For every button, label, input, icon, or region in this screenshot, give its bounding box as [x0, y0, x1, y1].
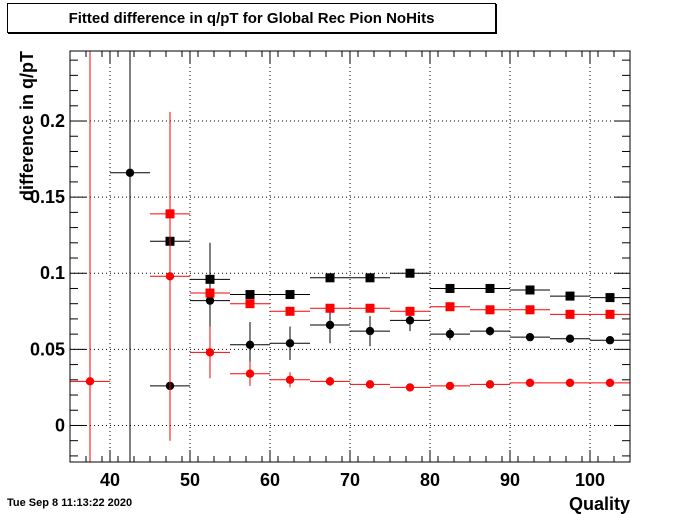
series-3 — [150, 209, 630, 319]
x-tick-label: 70 — [340, 470, 360, 490]
data-point-square — [565, 309, 575, 319]
x-tick-label: 100 — [575, 470, 605, 490]
data-point-square — [485, 283, 495, 293]
data-point-square — [325, 273, 335, 283]
data-point-circle — [325, 377, 335, 386]
data-point-square — [405, 306, 415, 316]
data-point-circle — [565, 334, 575, 343]
series-1 — [150, 236, 630, 303]
data-point-circle — [485, 380, 495, 389]
data-point-circle — [285, 339, 295, 348]
y-tick-label: 0 — [55, 415, 65, 435]
data-point-circle — [605, 378, 615, 388]
data-point-circle — [525, 332, 535, 342]
data-point-square — [525, 305, 535, 315]
data-point-circle — [125, 168, 135, 177]
y-tick-label: 0.1 — [40, 263, 65, 283]
data-point-square — [605, 293, 615, 303]
x-axis-title: Quality — [569, 494, 630, 514]
data-point-square — [205, 274, 215, 284]
data-point-circle — [245, 369, 255, 378]
series-0 — [110, 51, 630, 462]
x-tick-label: 40 — [100, 470, 120, 490]
data-point-circle — [405, 383, 415, 392]
data-point-square — [485, 305, 495, 315]
grid-lines — [70, 51, 630, 462]
y-axis-ticks: 0 0.05 0.1 0.15 0.2 — [30, 59, 630, 457]
data-point-circle — [485, 326, 495, 336]
data-point-circle — [525, 378, 535, 388]
x-tick-label: 60 — [260, 470, 280, 490]
y-axis-title: difference in q/pT — [17, 51, 37, 201]
data-point-circle — [405, 316, 415, 325]
data-point-square — [245, 299, 255, 309]
timestamp: Tue Sep 8 11:13:22 2020 — [7, 497, 133, 509]
data-point-square — [165, 209, 175, 219]
data-point-square — [325, 303, 335, 313]
data-point-circle — [445, 381, 455, 391]
y-tick-label: 0.05 — [30, 339, 65, 359]
chart-title: Fitted difference in q/pT for Global Rec… — [68, 10, 435, 27]
data-point-circle — [565, 378, 575, 388]
data-point-circle — [365, 326, 375, 336]
data-point-square — [405, 268, 415, 278]
x-tick-label: 80 — [420, 470, 440, 490]
data-point-circle — [85, 377, 95, 386]
data-point-square — [445, 283, 455, 293]
data-point-square — [245, 290, 255, 300]
data-point-square — [365, 273, 375, 283]
data-point-square — [205, 288, 215, 298]
y-tick-label: 0.15 — [30, 187, 65, 207]
data-point-square — [605, 309, 615, 319]
data-point-circle — [445, 329, 455, 339]
data-point-circle — [325, 320, 335, 330]
data-point-circle — [365, 380, 375, 389]
data-point-circle — [205, 348, 215, 357]
series-2 — [70, 51, 630, 462]
data-point-square — [365, 303, 375, 313]
data-point-circle — [605, 336, 615, 345]
plot-frame — [69, 50, 631, 463]
data-point-circle — [165, 272, 175, 281]
data-point-circle — [205, 296, 215, 305]
data-point-square — [565, 291, 575, 301]
x-tick-label: 50 — [180, 470, 200, 490]
x-tick-label: 90 — [500, 470, 520, 490]
data-point-square — [445, 302, 455, 312]
title-box: Fitted difference in q/pT for Global Rec… — [7, 3, 496, 33]
data-point-square — [285, 306, 295, 316]
data-marks — [70, 51, 630, 462]
y-tick-label: 0.2 — [40, 111, 65, 131]
data-point-square — [525, 285, 535, 295]
data-point-square — [285, 290, 295, 300]
data-point-circle — [245, 340, 255, 349]
x-axis-ticks: 40 50 60 70 80 90 100 — [69, 51, 631, 490]
data-point-circle — [285, 375, 295, 384]
